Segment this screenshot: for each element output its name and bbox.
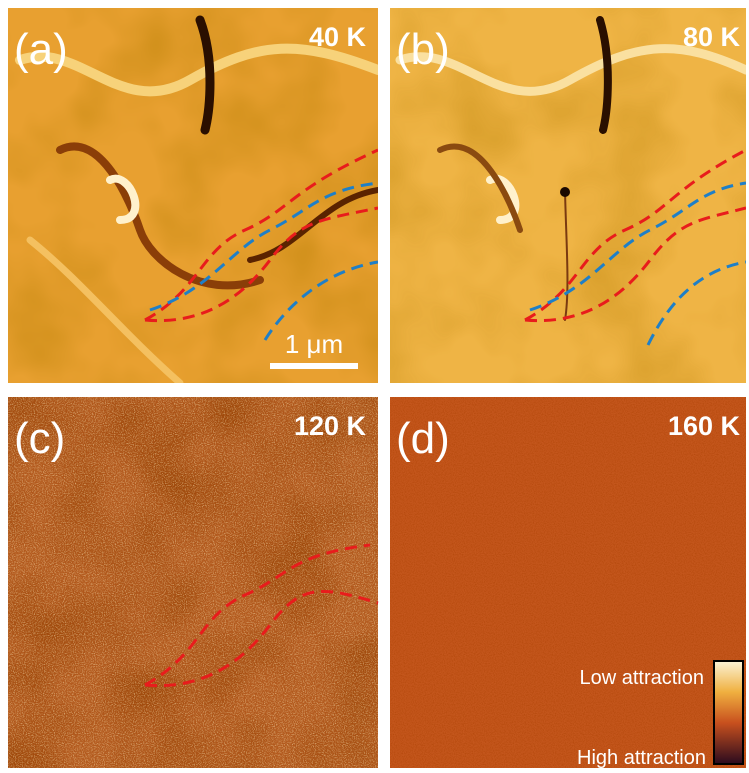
panel-a: 1 μm (a) 40 K xyxy=(8,8,378,383)
colorbar-low-label: Low attraction xyxy=(579,667,704,689)
colorbar-high-label: High attraction xyxy=(577,747,706,769)
temperature: 40 K xyxy=(309,22,367,52)
scale-bar-label: 1 μm xyxy=(285,329,343,359)
panel-b: (b) 80 K xyxy=(390,8,746,383)
panel-d: (d) 160 K Low attraction High attraction xyxy=(390,397,746,769)
temperature: 120 K xyxy=(294,411,367,441)
panel-label: (a) xyxy=(14,25,68,74)
panel-label: (d) xyxy=(396,414,450,463)
panel-label: (c) xyxy=(14,414,65,463)
page: 1 μm (a) 40 K (b) 80 K (c) 120 K xyxy=(0,0,749,773)
panel-c: (c) 120 K xyxy=(8,397,378,768)
temperature: 80 K xyxy=(683,22,741,52)
temperature: 160 K xyxy=(668,411,741,441)
scale-bar xyxy=(270,363,358,369)
colorbar xyxy=(714,661,743,764)
figure: 1 μm (a) 40 K (b) 80 K (c) 120 K xyxy=(0,0,749,773)
panel-label: (b) xyxy=(396,25,450,74)
